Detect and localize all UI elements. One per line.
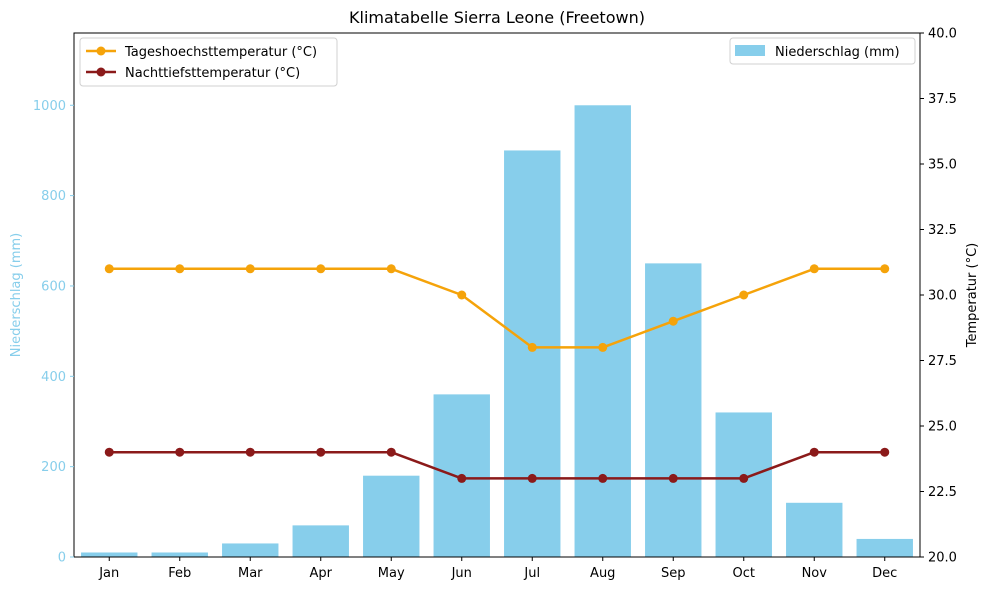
precip-bar-nov [786,502,843,557]
x-tick-label: Jul [523,566,540,581]
left-y-axis: 0 200 400 600 800 1000 [33,99,74,566]
right-tick-label: 30.0 [928,289,957,304]
x-tick-label: Jun [451,566,472,581]
legend-low-label: Nachttiefsttemperatur (°C) [125,66,300,81]
temp-low-point-aug [598,473,608,483]
precip-bar-jan [81,552,138,557]
temp-low-point-apr [316,447,326,457]
x-tick-label: Aug [590,566,615,581]
line-legend-box [79,37,338,87]
right-tick-label: 27.5 [928,354,957,369]
temp-high-point-dec [880,264,890,274]
temp-low-point-dec [880,447,890,457]
temp-high-point-may [386,264,396,274]
temp-high-point-sep [668,316,678,326]
bar-legend-box [729,37,916,65]
left-tick-label: 0 [58,551,66,566]
left-tick-label: 1000 [33,99,66,114]
temp-low-line [109,450,885,480]
right-tick-label: 32.5 [928,223,957,238]
precip-bar-jul [504,150,561,557]
temp-high-line [109,267,885,349]
left-tick-label: 200 [41,460,66,475]
temperature-lines [104,264,890,483]
x-tick-label: Dec [872,566,897,581]
legend-high-point-marker [96,46,106,56]
temp-low-point-jun [457,473,467,483]
temp-high-point-oct [739,290,749,300]
legend-bar-swatch [735,45,765,56]
temp-low-point-oct [739,473,749,483]
x-axis: Jan Feb Mar Apr May Jun Jul Aug Sep Oct Nov Dec [98,557,897,581]
bar-legend: Niederschlag (mm) [729,37,916,65]
left-tick-label: 800 [41,189,66,204]
precip-bar-apr [292,525,349,557]
temp-high-point-jul [527,342,537,352]
precip-bar-dec [856,538,913,557]
temp-high-point-jan [104,264,114,274]
right-tick-label: 37.5 [928,92,957,107]
x-tick-label: Feb [168,566,191,581]
temp-low-point-may [386,447,396,457]
right-tick-label: 40.0 [928,27,957,42]
temp-low-point-sep [668,473,678,483]
temp-high-point-mar [245,264,255,274]
temp-low-point-nov [809,447,819,457]
chart-title: Klimatabelle Sierra Leone (Freetown) [349,8,645,27]
right-tick-label: 35.0 [928,158,957,173]
right-tick-label: 25.0 [928,420,957,435]
temp-high-point-aug [598,342,608,352]
temp-high-point-feb [175,264,185,274]
precip-bar-aug [574,105,631,557]
temp-low-point-mar [245,447,255,457]
x-tick-label: Jan [98,566,119,581]
temp-low-point-jan [104,447,114,457]
left-axis-label: Niederschlag (mm) [9,233,24,358]
precip-bar-feb [151,552,208,557]
x-tick-label: Mar [238,566,263,581]
temp-high-point-apr [316,264,326,274]
temp-high-point-nov [809,264,819,274]
precip-bar-mar [222,543,279,557]
right-y-axis: 20.0 22.5 25.0 27.5 30.0 32.5 35.0 37.5 40.0 [920,27,957,566]
precip-bar-may [363,475,420,557]
right-tick-label: 20.0 [928,551,957,566]
legend-high-label: Tageshoechsttemperatur (°C) [124,45,317,60]
line-legend: Tageshoechsttemperatur (°C) Nachttiefstt… [79,37,338,87]
precip-bar-sep [645,263,702,557]
right-tick-label: 22.5 [928,485,957,500]
x-tick-label: Nov [802,566,828,581]
x-tick-label: Sep [661,566,686,581]
x-tick-label: May [378,566,405,581]
x-tick-label: Apr [310,566,333,581]
temp-low-point-jul [527,473,537,483]
right-axis-label: Temperatur (°C) [965,243,980,349]
left-tick-label: 400 [41,370,66,385]
precip-bar-oct [715,412,772,557]
temp-low-point-feb [175,447,185,457]
left-tick-label: 600 [41,279,66,294]
temp-high-point-jun [457,290,467,300]
x-tick-label: Oct [733,566,755,581]
legend-low-point-marker [96,67,106,77]
precipitation-bars [81,105,913,557]
legend-bar-label: Niederschlag (mm) [775,45,900,60]
